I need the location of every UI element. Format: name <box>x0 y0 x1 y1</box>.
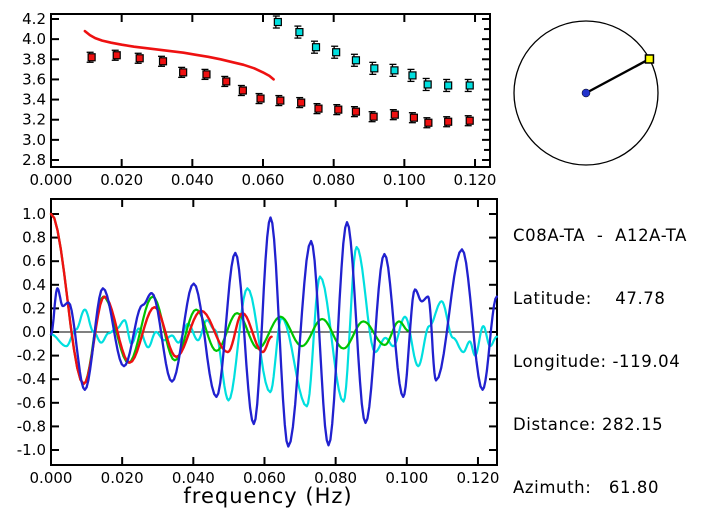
x-tick-label: 0.080 <box>312 171 355 189</box>
measured-phase-velocity-fundamental-marker <box>276 96 285 105</box>
station-pair-title: C08A-TA - A12A-TA <box>513 226 688 245</box>
measured-phase-velocity-fundamental-marker <box>409 113 418 122</box>
y-tick-label: 3.8 <box>22 50 46 68</box>
x-tick-label: 0.120 <box>454 171 497 189</box>
measured-phase-velocity-fundamental-marker <box>238 86 247 95</box>
measured-phase-velocity-fundamental-marker <box>202 70 211 79</box>
y-tick-label: 0.4 <box>22 276 46 294</box>
measured-phase-velocity-fundamental-marker <box>297 98 306 107</box>
x-tick-label: 0.040 <box>172 469 215 487</box>
x-tick-label: 0.040 <box>171 171 214 189</box>
y-tick-label: 0.6 <box>22 252 46 270</box>
measured-phase-velocity-secondary-marker <box>370 64 379 73</box>
measured-phase-velocity-secondary-marker <box>390 66 399 75</box>
xcorr-red-filtered-curve <box>49 212 273 386</box>
measured-phase-velocity-fundamental-marker <box>334 105 343 114</box>
measured-phase-velocity-fundamental-marker <box>256 94 265 103</box>
info-line-longitude: Longitude: -119.04 <box>513 352 681 371</box>
x-tick-label: 0.100 <box>383 171 426 189</box>
info-line-latitude: Latitude: 47.78 <box>513 289 666 308</box>
measured-phase-velocity-fundamental-marker <box>465 116 474 125</box>
measured-phase-velocity-fundamental-marker <box>369 112 378 121</box>
measured-phase-velocity-secondary-marker <box>465 81 474 90</box>
y-tick-label: 2.8 <box>22 151 46 169</box>
azimuth-circle <box>513 20 659 166</box>
station-info-panel: C08A-TA - A12A-TA Latitude: 47.78 Longit… <box>513 183 687 519</box>
measured-phase-velocity-fundamental-marker <box>390 110 399 119</box>
measured-phase-velocity-fundamental-marker <box>87 53 96 62</box>
y-tick-label: 4.2 <box>22 10 46 28</box>
measured-phase-velocity-fundamental-marker <box>424 118 433 127</box>
measured-phase-velocity-fundamental-marker <box>351 107 361 116</box>
xcorr-blue-observed-curve <box>49 216 498 448</box>
measured-phase-velocity-secondary-marker <box>311 43 321 52</box>
measured-phase-velocity-fundamental-marker <box>112 51 121 60</box>
y-tick-label: 3.4 <box>22 91 46 109</box>
dispersion-plot-frame <box>50 13 491 168</box>
xcorr-cyan-component-curve <box>49 245 498 408</box>
measured-phase-velocity-secondary-marker <box>295 27 304 37</box>
y-tick-label: 1.0 <box>22 205 46 223</box>
measured-phase-velocity-fundamental-marker <box>158 57 168 66</box>
y-tick-label: -0.8 <box>17 417 46 435</box>
measured-phase-velocity-secondary-marker <box>332 48 341 57</box>
y-tick-label: 0.0 <box>22 323 46 341</box>
station-center-dot <box>581 88 591 98</box>
y-tick-label: 4.0 <box>22 30 46 48</box>
x-tick-label: 0.100 <box>385 469 428 487</box>
measured-phase-velocity-fundamental-marker <box>222 77 231 86</box>
measured-phase-velocity-secondary-marker <box>423 80 432 89</box>
measured-phase-velocity-secondary-marker <box>273 17 282 27</box>
y-tick-label: 3.6 <box>22 70 46 88</box>
azimuth-marker-square <box>644 54 655 64</box>
y-tick-label: 0.2 <box>22 299 46 317</box>
x-axis-title: frequency (Hz) <box>183 484 352 508</box>
measured-phase-velocity-secondary-marker <box>351 56 361 65</box>
y-tick-label: -1.0 <box>17 441 46 459</box>
measured-phase-velocity-fundamental-marker <box>179 68 188 77</box>
measured-phase-velocity-fundamental-marker <box>444 117 453 126</box>
y-tick-label: -0.2 <box>17 347 46 365</box>
x-tick-label: 0.080 <box>314 469 357 487</box>
x-tick-label: 0.120 <box>456 469 499 487</box>
x-tick-label: 0.060 <box>243 469 286 487</box>
y-tick-label: -0.6 <box>17 394 46 412</box>
y-tick-label: -0.4 <box>17 370 46 388</box>
y-tick-label: 3.2 <box>22 111 46 129</box>
measured-phase-velocity-fundamental-marker <box>314 104 323 113</box>
info-line-azimuth: Azimuth: 61.80 <box>513 478 660 497</box>
y-tick-label: 0.8 <box>22 229 46 247</box>
x-tick-label: 0.020 <box>100 171 143 189</box>
measured-phase-velocity-fundamental-marker <box>135 54 144 63</box>
info-line-distance: Distance: 282.15 <box>513 415 664 434</box>
azimuth-line <box>585 57 651 95</box>
reference-dispersion-curve-curve <box>83 29 275 81</box>
x-tick-label: 0.000 <box>30 171 73 189</box>
x-tick-label: 0.060 <box>242 171 285 189</box>
measured-phase-velocity-secondary-marker <box>408 71 417 80</box>
y-tick-label: 3.0 <box>22 131 46 149</box>
x-tick-label: 0.020 <box>101 469 144 487</box>
x-tick-label: 0.000 <box>30 469 73 487</box>
measured-phase-velocity-secondary-marker <box>444 81 453 90</box>
